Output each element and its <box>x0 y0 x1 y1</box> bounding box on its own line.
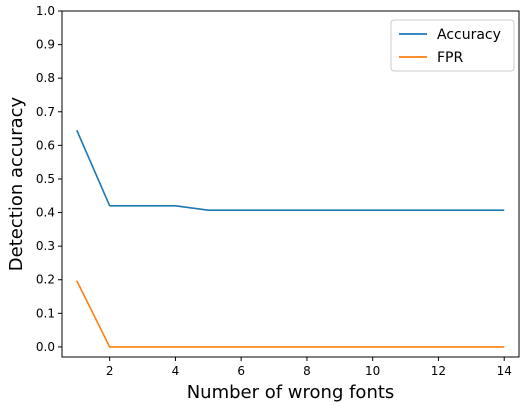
legend: Accuracy FPR <box>390 19 515 72</box>
y-tick-label: 0.0 <box>36 340 55 354</box>
y-tick-label: 0.6 <box>36 138 55 152</box>
x-tick-label: 12 <box>431 364 446 378</box>
x-tick-label: 4 <box>172 364 180 378</box>
y-tick-label: 0.2 <box>36 273 55 287</box>
y-tick-label: 0.5 <box>36 172 55 186</box>
y-axis-label: Detection accuracy <box>6 96 27 271</box>
series-line-accuracy <box>76 129 505 211</box>
x-tick-label: 2 <box>106 364 114 378</box>
y-tick-label: 1.0 <box>36 4 55 18</box>
x-tick-label: 8 <box>303 364 311 378</box>
x-axis-ticks: 2 4 6 8 10 12 14 <box>106 357 512 378</box>
y-tick-label: 0.7 <box>36 105 55 119</box>
legend-box <box>390 19 515 72</box>
series-line-fpr <box>76 280 505 348</box>
x-tick-label: 6 <box>237 364 245 378</box>
plot-frame <box>61 10 520 358</box>
series-layer <box>76 129 505 348</box>
legend-label-fpr: FPR <box>437 50 463 66</box>
y-tick-label: 0.8 <box>36 71 55 85</box>
y-tick-label: 0.4 <box>36 206 55 220</box>
x-tick-label: 10 <box>365 364 380 378</box>
y-tick-label: 0.3 <box>36 239 55 253</box>
x-tick-label: 14 <box>497 364 512 378</box>
y-tick-label: 0.1 <box>36 306 55 320</box>
legend-label-accuracy: Accuracy <box>437 27 501 43</box>
y-axis-ticks: 0.0 0.1 0.2 0.3 0.4 0.5 0.6 0.7 0.8 0.9 1.0 <box>36 4 62 354</box>
y-tick-label: 0.9 <box>36 38 55 52</box>
x-axis-label: Number of wrong fonts <box>187 382 395 403</box>
